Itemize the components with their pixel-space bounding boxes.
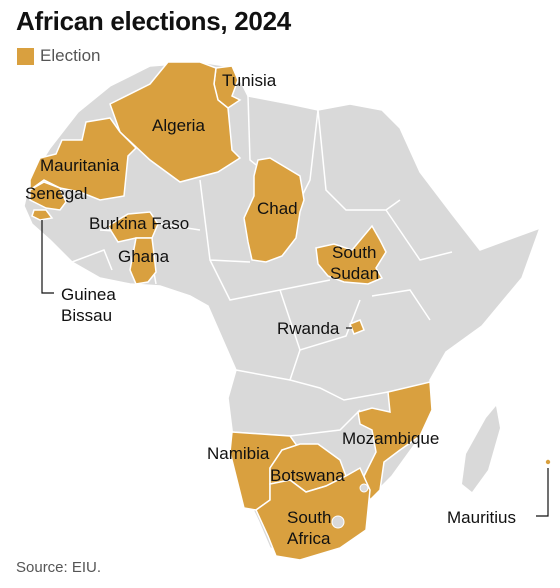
label-rwanda: Rwanda xyxy=(277,319,340,338)
country-south-africa xyxy=(255,466,371,561)
country-chad xyxy=(243,157,305,263)
country-senegal xyxy=(29,181,67,211)
label-south-sudan-line1: South xyxy=(332,243,376,262)
eswatini xyxy=(359,483,369,493)
guinea-bissau-leader xyxy=(41,220,54,294)
label-south-africa-line2: Africa xyxy=(287,529,331,548)
country-south-sudan xyxy=(315,224,387,285)
chart-title: African elections, 2024 xyxy=(16,6,291,36)
source-note: Source: EIU. xyxy=(16,559,102,576)
madagascar xyxy=(462,406,500,492)
lesotho xyxy=(331,515,345,529)
label-mozambique: Mozambique xyxy=(342,429,439,448)
label-tunisia: Tunisia xyxy=(222,71,277,90)
label-mauritania: Mauritania xyxy=(40,156,120,175)
label-south-africa-line1: South xyxy=(287,508,331,527)
label-ghana: Ghana xyxy=(118,247,170,266)
leader-lines xyxy=(41,220,549,517)
label-chad: Chad xyxy=(257,199,298,218)
label-botswana: Botswana xyxy=(270,466,345,485)
label-mauritius: Mauritius xyxy=(447,508,516,527)
label-burkina-faso: Burkina Faso xyxy=(89,214,189,233)
legend-label-election: Election xyxy=(40,46,101,65)
country-ghana xyxy=(129,237,157,285)
election-countries xyxy=(29,61,551,561)
mauritius-leader xyxy=(536,468,549,517)
label-guinea-bissau-line2: Bissau xyxy=(61,306,112,325)
country-burkina-faso xyxy=(106,211,159,243)
label-namibia: Namibia xyxy=(207,444,270,463)
label-algeria: Algeria xyxy=(152,116,205,135)
legend-swatch-election xyxy=(17,47,34,65)
label-south-sudan-line2: Sudan xyxy=(330,264,379,283)
legend: Election xyxy=(17,46,100,66)
label-guinea-bissau-line1: Guinea xyxy=(61,285,116,304)
country-mauritius xyxy=(545,459,551,465)
country-rwanda xyxy=(349,319,365,335)
label-senegal: Senegal xyxy=(25,184,87,203)
country-algeria xyxy=(109,61,242,183)
country-guinea-bissau xyxy=(31,209,54,221)
